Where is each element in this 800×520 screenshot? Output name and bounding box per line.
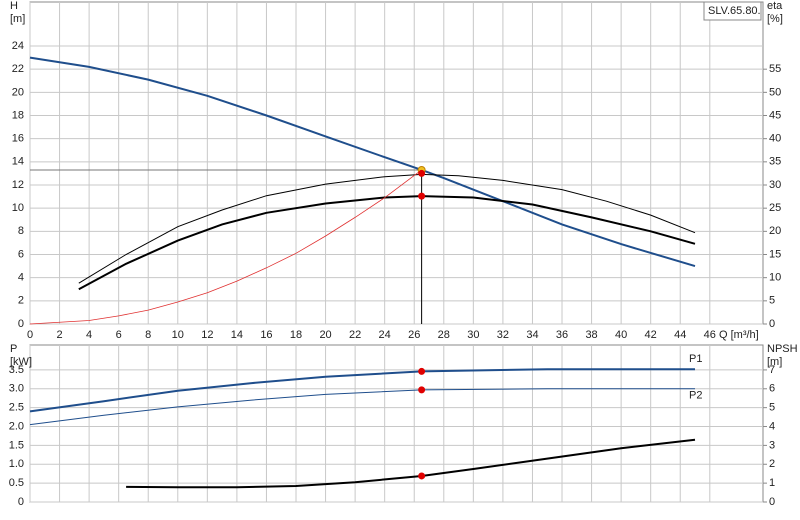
x-tick-label: 8 [145,329,151,341]
y-tick-label: 6 [18,248,24,260]
x-tick-label: 0 [27,329,33,341]
x-tick-label: 26 [408,329,420,341]
y-tick-label: 0 [18,318,24,330]
y-tick-label: 1.0 [9,458,24,470]
x-tick-label: 34 [526,329,538,341]
x-tick-label: 20 [319,329,331,341]
x-tick-label: 28 [438,329,450,341]
y-axis-label: H [10,0,18,12]
y2-tick-label: 5 [769,402,775,414]
x-tick-label: 40 [615,329,627,341]
x-tick-label: 2 [56,329,62,341]
y-tick-label: 0 [18,496,24,508]
y-tick-label: 18 [12,109,24,121]
x-tick-label: 10 [172,329,184,341]
y2-axis-unit: [m] [767,356,782,368]
y2-axis-unit: [%] [767,13,783,25]
curve [78,195,696,291]
y-tick-label: 1.5 [9,439,24,451]
y-tick-label: 16 [12,133,24,145]
y-tick-label: 20 [12,86,24,98]
y2-tick-label: 2 [769,458,775,470]
y2-axis-label: NPSH [767,343,798,355]
badge: SLV.65.80. [708,5,761,17]
curve [29,368,695,413]
y-tick-label: 3.5 [9,364,24,376]
y-tick-label: 12 [12,179,24,191]
y2-tick-label: 30 [769,179,781,191]
x-tick-label: 6 [116,329,122,341]
x-axis-label: Q [m³/h] [719,329,759,341]
y-tick-label: 2.0 [9,420,24,432]
y-tick-label: 14 [12,156,24,168]
curve-label: P1 [689,353,702,365]
y-tick-label: 2.5 [9,402,24,414]
curve [29,56,696,268]
y-tick-label: 3.0 [9,383,24,395]
y2-tick-label: 55 [769,63,781,75]
x-tick-label: 38 [585,329,597,341]
x-tick-label: 24 [379,329,391,341]
y-tick-label: 24 [12,40,24,52]
plot-frame [29,1,764,325]
y2-tick-label: 40 [769,133,781,145]
badge-box [703,1,762,21]
y2-tick-label: 50 [769,86,781,98]
y-axis-unit: [m] [10,13,25,25]
x-tick-label: 42 [645,329,657,341]
y2-tick-label: 5 [769,295,775,307]
x-tick-label: 46 [704,329,716,341]
x-tick-label: 30 [467,329,479,341]
y2-tick-label: 6 [769,383,775,395]
y2-tick-label: 15 [769,248,781,260]
x-tick-label: 22 [349,329,361,341]
operating-point [418,169,426,177]
curve-label: P2 [689,390,702,402]
y2-tick-label: 35 [769,156,781,168]
y2-tick-label: 45 [769,109,781,121]
y-tick-label: 4 [18,272,24,284]
curve [126,438,696,489]
y-tick-label: 2 [18,295,24,307]
y2-tick-label: 3 [769,439,775,451]
x-tick-label: 44 [674,329,686,341]
x-tick-label: 32 [497,329,509,341]
x-tick-label: 4 [86,329,92,341]
y-tick-label: 22 [12,63,24,75]
y-axis-label: P [10,343,17,355]
curve [78,173,696,284]
y-tick-label: 8 [18,225,24,237]
curve [29,169,422,325]
y-axis-unit: [kW] [10,356,32,368]
y2-tick-label: 4 [769,420,775,432]
x-tick-label: 18 [290,329,302,341]
x-tick-label: 36 [556,329,568,341]
operating-point [418,472,426,480]
curve [29,388,695,426]
y2-tick-label: 0 [769,318,775,330]
y2-tick-label: 1 [769,477,775,489]
operating-point [418,192,426,200]
y2-tick-label: 7 [769,364,775,376]
y2-tick-label: 25 [769,202,781,214]
y-tick-label: 10 [12,202,24,214]
x-tick-label: 12 [201,329,213,341]
operating-point [418,367,426,375]
x-tick-label: 14 [231,329,243,341]
y-tick-label: 0.5 [9,477,24,489]
y2-tick-label: 10 [769,272,781,284]
y2-tick-label: 0 [769,496,775,508]
y2-axis-label: eta [767,0,783,12]
y2-tick-label: 20 [769,225,781,237]
x-tick-label: 16 [260,329,272,341]
operating-point [418,386,426,394]
